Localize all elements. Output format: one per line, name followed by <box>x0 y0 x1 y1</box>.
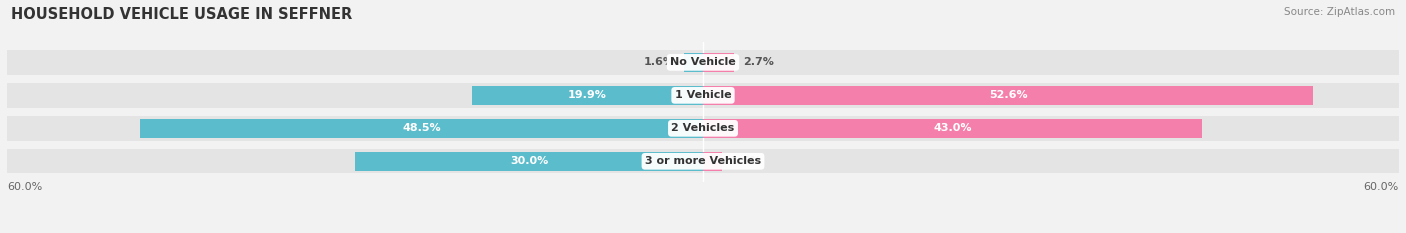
Text: 1 Vehicle: 1 Vehicle <box>675 90 731 100</box>
Bar <box>7 149 1399 174</box>
Text: 48.5%: 48.5% <box>402 123 441 133</box>
Text: 1.6%: 1.6% <box>731 156 762 166</box>
Bar <box>703 86 1313 105</box>
Text: 60.0%: 60.0% <box>7 182 42 192</box>
Bar <box>472 86 703 105</box>
Text: 2 Vehicles: 2 Vehicles <box>672 123 734 133</box>
Text: HOUSEHOLD VEHICLE USAGE IN SEFFNER: HOUSEHOLD VEHICLE USAGE IN SEFFNER <box>11 7 353 22</box>
Bar <box>354 152 703 171</box>
Bar <box>141 119 703 138</box>
Text: 43.0%: 43.0% <box>934 123 972 133</box>
Text: 60.0%: 60.0% <box>1364 182 1399 192</box>
Text: 19.9%: 19.9% <box>568 90 607 100</box>
Bar <box>7 50 1399 75</box>
Bar <box>703 152 721 171</box>
Text: Source: ZipAtlas.com: Source: ZipAtlas.com <box>1284 7 1395 17</box>
Bar <box>703 53 734 72</box>
Text: 52.6%: 52.6% <box>988 90 1028 100</box>
Text: 1.6%: 1.6% <box>644 57 675 67</box>
Text: 3 or more Vehicles: 3 or more Vehicles <box>645 156 761 166</box>
Bar <box>7 116 1399 140</box>
Text: 30.0%: 30.0% <box>510 156 548 166</box>
Text: No Vehicle: No Vehicle <box>671 57 735 67</box>
Bar <box>7 83 1399 108</box>
Bar <box>703 119 1202 138</box>
Text: 2.7%: 2.7% <box>744 57 775 67</box>
Bar <box>685 53 703 72</box>
